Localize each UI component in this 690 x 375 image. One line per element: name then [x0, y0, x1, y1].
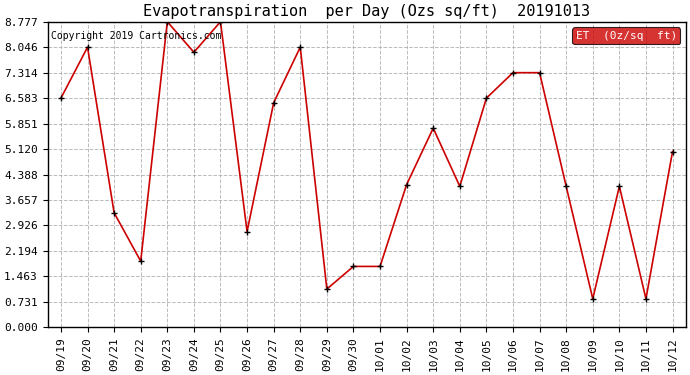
Title: Evapotranspiration  per Day (Ozs sq/ft)  20191013: Evapotranspiration per Day (Ozs sq/ft) 2… [143, 4, 591, 19]
Legend: ET  (0z/sq  ft): ET (0z/sq ft) [573, 27, 680, 44]
Text: Copyright 2019 Cartronics.com: Copyright 2019 Cartronics.com [51, 31, 221, 41]
